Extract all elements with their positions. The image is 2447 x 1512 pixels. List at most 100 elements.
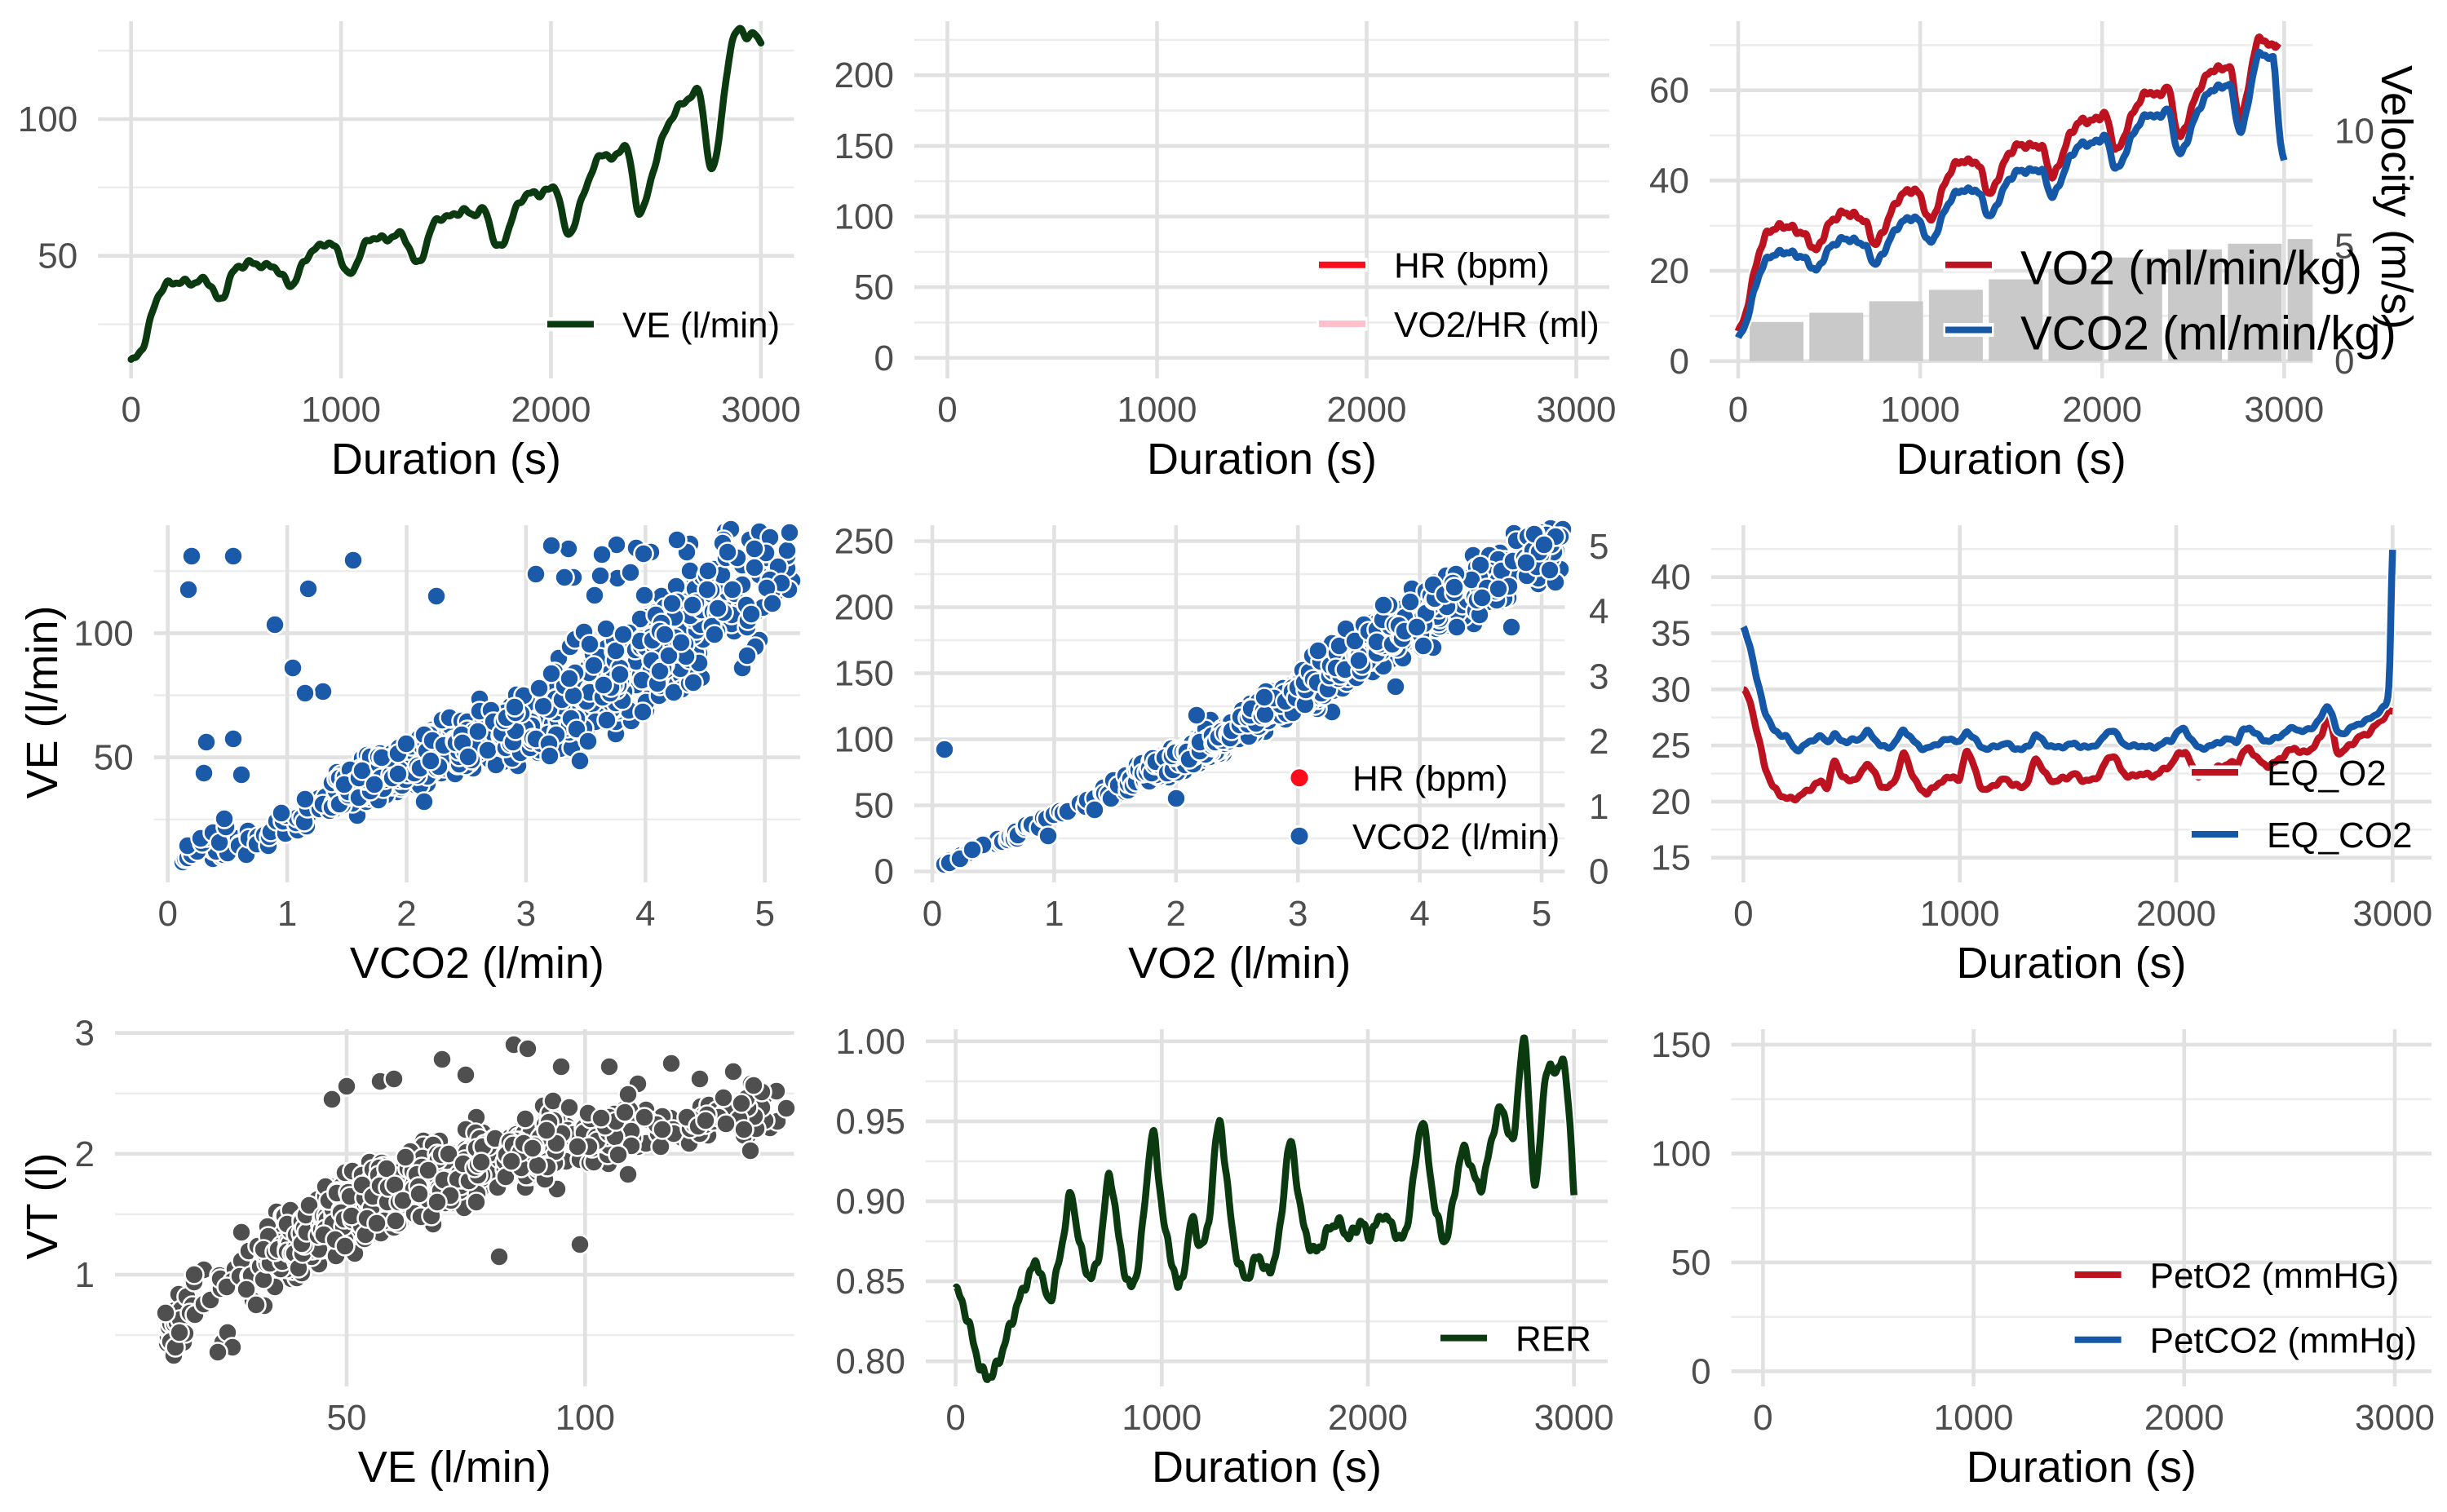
- svg-text:0: 0: [1733, 894, 1753, 934]
- svg-text:2: 2: [1166, 894, 1186, 934]
- svg-text:0: 0: [945, 1398, 965, 1438]
- svg-text:0: 0: [874, 338, 894, 378]
- svg-text:4: 4: [1409, 894, 1429, 934]
- svg-text:150: 150: [1651, 1025, 1710, 1065]
- svg-text:VO2 (ml/min/kg): VO2 (ml/min/kg): [2020, 242, 2362, 295]
- svg-text:1000: 1000: [1117, 390, 1197, 430]
- svg-text:50: 50: [94, 738, 134, 778]
- svg-text:150: 150: [834, 126, 894, 166]
- svg-text:VT (l): VT (l): [18, 1153, 67, 1260]
- svg-text:RER: RER: [1516, 1320, 1591, 1359]
- svg-text:2000: 2000: [511, 390, 591, 430]
- svg-text:VCO2 (ml/min/kg): VCO2 (ml/min/kg): [2020, 307, 2396, 360]
- svg-text:3000: 3000: [2352, 894, 2432, 934]
- svg-text:1: 1: [277, 894, 297, 934]
- svg-text:40: 40: [1651, 558, 1691, 598]
- svg-text:HR (bpm): HR (bpm): [1394, 246, 1550, 286]
- svg-text:Duration (s): Duration (s): [1152, 1443, 1382, 1492]
- svg-text:4: 4: [635, 894, 655, 934]
- svg-text:0: 0: [121, 390, 140, 430]
- svg-text:20: 20: [1649, 251, 1689, 291]
- svg-text:Velocity (m/s): Velocity (m/s): [2372, 65, 2421, 329]
- svg-text:VO2/HR (ml): VO2/HR (ml): [1394, 305, 1600, 345]
- svg-text:40: 40: [1649, 161, 1689, 201]
- svg-text:10: 10: [2334, 111, 2374, 151]
- svg-text:2: 2: [396, 894, 416, 934]
- svg-text:15: 15: [1651, 838, 1691, 878]
- svg-text:Duration (s): Duration (s): [1896, 435, 2126, 484]
- svg-text:1000: 1000: [1934, 1398, 2014, 1438]
- svg-text:Duration (s): Duration (s): [1967, 1443, 2197, 1492]
- svg-text:100: 100: [73, 613, 133, 653]
- svg-text:50: 50: [327, 1398, 367, 1438]
- svg-text:2000: 2000: [2062, 390, 2142, 430]
- svg-text:HR (bpm): HR (bpm): [1352, 759, 1508, 799]
- svg-text:2000: 2000: [1328, 1398, 1408, 1438]
- svg-text:5: 5: [1589, 527, 1608, 567]
- svg-text:1000: 1000: [301, 390, 381, 430]
- svg-text:0: 0: [1589, 852, 1608, 892]
- svg-text:VE (l/min): VE (l/min): [18, 605, 67, 798]
- svg-text:VCO2 (l/min): VCO2 (l/min): [1352, 817, 1560, 857]
- svg-text:5: 5: [1532, 894, 1551, 934]
- svg-text:1: 1: [1589, 787, 1608, 827]
- svg-text:3000: 3000: [721, 390, 801, 430]
- svg-text:0.80: 0.80: [835, 1342, 905, 1382]
- svg-text:3: 3: [1589, 657, 1608, 696]
- svg-text:VE (l/min): VE (l/min): [358, 1443, 551, 1492]
- svg-text:0: 0: [2334, 342, 2354, 382]
- svg-text:PetO2 (mmHG): PetO2 (mmHG): [2150, 1256, 2400, 1296]
- svg-text:50: 50: [38, 237, 77, 276]
- svg-text:150: 150: [834, 654, 894, 694]
- svg-text:PetCO2 (mmHg): PetCO2 (mmHg): [2150, 1321, 2418, 1361]
- svg-text:VCO2 (l/min): VCO2 (l/min): [350, 939, 604, 988]
- svg-text:200: 200: [834, 55, 894, 95]
- svg-text:0: 0: [937, 390, 957, 430]
- svg-text:2000: 2000: [2144, 1398, 2224, 1438]
- svg-text:2000: 2000: [2136, 894, 2216, 934]
- svg-text:35: 35: [1651, 614, 1691, 654]
- svg-text:0.90: 0.90: [835, 1182, 905, 1222]
- svg-text:VE (l/min): VE (l/min): [622, 306, 780, 346]
- svg-text:3: 3: [516, 894, 536, 934]
- svg-text:20: 20: [1651, 782, 1691, 822]
- svg-text:0: 0: [923, 894, 942, 934]
- svg-text:VO2 (l/min): VO2 (l/min): [1128, 939, 1351, 988]
- svg-text:0.85: 0.85: [835, 1262, 905, 1302]
- svg-text:5: 5: [2334, 227, 2354, 267]
- svg-text:Duration (s): Duration (s): [331, 435, 561, 484]
- svg-text:3000: 3000: [1537, 390, 1617, 430]
- svg-text:100: 100: [18, 99, 77, 139]
- svg-text:30: 30: [1651, 670, 1691, 710]
- svg-text:3000: 3000: [2355, 1398, 2435, 1438]
- svg-text:100: 100: [1651, 1134, 1710, 1174]
- svg-text:100: 100: [834, 197, 894, 237]
- svg-text:3: 3: [1288, 894, 1308, 934]
- svg-text:50: 50: [1671, 1243, 1711, 1283]
- svg-text:0: 0: [1753, 1398, 1772, 1438]
- svg-text:25: 25: [1651, 726, 1691, 766]
- svg-text:4: 4: [1589, 592, 1608, 632]
- svg-text:1.00: 1.00: [835, 1022, 905, 1062]
- svg-text:100: 100: [555, 1398, 615, 1438]
- svg-text:2: 2: [75, 1134, 95, 1174]
- svg-text:1: 1: [1044, 894, 1064, 934]
- svg-text:3000: 3000: [1534, 1398, 1614, 1438]
- svg-text:EQ_CO2: EQ_CO2: [2267, 816, 2413, 855]
- svg-text:60: 60: [1649, 71, 1689, 111]
- svg-text:Duration (s): Duration (s): [1956, 939, 2186, 988]
- svg-text:50: 50: [854, 786, 894, 826]
- svg-text:1000: 1000: [1880, 390, 1960, 430]
- svg-text:2000: 2000: [1327, 390, 1407, 430]
- svg-text:250: 250: [834, 522, 894, 562]
- svg-text:100: 100: [834, 720, 894, 760]
- svg-text:5: 5: [754, 894, 774, 934]
- svg-text:0: 0: [1728, 390, 1748, 430]
- svg-text:0: 0: [1670, 342, 1689, 382]
- svg-text:1: 1: [75, 1255, 95, 1295]
- svg-text:EQ_O2: EQ_O2: [2267, 754, 2387, 794]
- svg-text:50: 50: [854, 267, 894, 307]
- svg-text:1000: 1000: [1122, 1398, 1201, 1438]
- svg-text:0.95: 0.95: [835, 1102, 905, 1142]
- svg-text:0: 0: [1691, 1351, 1710, 1391]
